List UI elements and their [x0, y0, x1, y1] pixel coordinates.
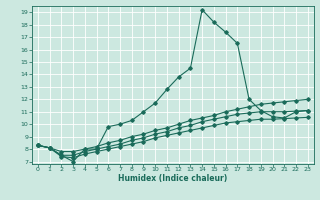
- X-axis label: Humidex (Indice chaleur): Humidex (Indice chaleur): [118, 174, 228, 183]
